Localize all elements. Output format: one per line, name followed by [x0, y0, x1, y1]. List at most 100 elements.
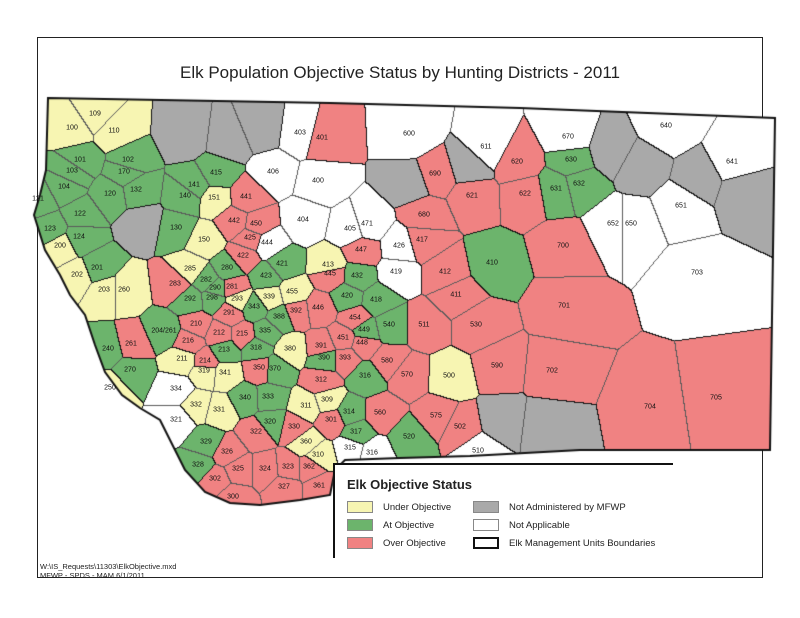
district-label-393: 393 [339, 354, 351, 362]
district-label-312: 312 [315, 376, 327, 384]
district-label-361: 361 [313, 482, 325, 490]
district-label-680: 680 [418, 211, 430, 219]
district-label-151: 151 [208, 194, 220, 202]
district-label-141: 141 [188, 181, 200, 189]
district-label-200: 200 [54, 242, 66, 250]
district-label-331: 331 [213, 406, 225, 414]
district-label-343: 343 [248, 303, 260, 311]
district-label-690: 690 [429, 170, 441, 178]
district-label-316: 316 [359, 372, 371, 380]
legend-item-over: Over Objective [347, 537, 446, 549]
district-label-250: 250 [104, 384, 116, 392]
district-label-454: 454 [349, 314, 361, 322]
district-label-370: 370 [269, 365, 281, 373]
district-label-360: 360 [300, 438, 312, 446]
district-label-420: 420 [341, 292, 353, 300]
district-label-580: 580 [381, 357, 393, 365]
district-label-325: 325 [232, 465, 244, 473]
district-label-110: 110 [108, 127, 120, 135]
district-label-404: 404 [297, 216, 309, 224]
district-label-150: 150 [198, 236, 210, 244]
district-label-335: 335 [259, 327, 271, 335]
file-path: W:\IS_Requests\11303\ElkObjective.mxd [40, 562, 177, 571]
district-label-701: 701 [558, 302, 570, 310]
legend-item-boundary: Elk Management Units Boundaries [473, 537, 655, 549]
district-label-317: 317 [350, 428, 362, 436]
district-label-442: 442 [228, 217, 240, 225]
legend-label: Elk Management Units Boundaries [509, 537, 656, 549]
district-label-388: 388 [273, 313, 285, 321]
district-label-285: 285 [184, 265, 196, 273]
district-label-640: 640 [660, 122, 672, 130]
district-label-471: 471 [361, 220, 373, 228]
credit-line: MFWP - SPDS - MAM 6/1/2011 [40, 571, 145, 580]
district-label-390: 390 [318, 354, 330, 362]
district-label-406: 406 [267, 168, 279, 176]
district-label-326: 326 [221, 448, 233, 456]
district-label-283: 283 [169, 280, 181, 288]
district-label-216: 216 [182, 337, 194, 345]
district-label-380: 380 [284, 345, 296, 353]
district-label-316: 316 [366, 449, 378, 457]
district-label-329: 329 [200, 438, 212, 446]
district-label-411: 411 [450, 291, 462, 299]
district-label-421: 421 [276, 260, 288, 268]
legend-swatch-over [347, 537, 373, 549]
district-label-280: 280 [221, 264, 233, 272]
district-label-121: 121 [32, 195, 44, 203]
district-label-103: 103 [66, 167, 78, 175]
district-label-291: 291 [223, 309, 235, 317]
legend-swatch-na-mfwp [473, 501, 499, 513]
district-label-520: 520 [403, 433, 415, 441]
district-label-631: 631 [550, 185, 562, 193]
district-label-403: 403 [294, 129, 306, 137]
district-label-298: 298 [206, 294, 218, 302]
district-label-290: 290 [209, 284, 221, 292]
legend-label: Under Objective [383, 501, 452, 513]
legend-swatch-under [347, 501, 373, 513]
district-label-123: 123 [44, 225, 56, 233]
district-label-311: 311 [300, 402, 312, 410]
district-label-401: 401 [316, 134, 328, 142]
legend-item-at: At Objective [347, 519, 434, 531]
district-label-418: 418 [370, 296, 382, 304]
district-label-130: 130 [170, 224, 182, 232]
district-label-432: 432 [351, 272, 363, 280]
district-label-410: 410 [486, 259, 498, 267]
district-label-704: 704 [644, 403, 656, 411]
legend-label: Not Administered by MFWP [509, 501, 626, 513]
district-label-650: 650 [625, 220, 637, 228]
map-title: Elk Population Objective Status by Hunti… [179, 63, 620, 82]
district-label-324: 324 [259, 465, 271, 473]
district-label-309: 309 [321, 396, 333, 404]
district-label-620: 620 [511, 158, 523, 166]
district-label-202: 202 [71, 271, 83, 279]
district-label-293: 293 [231, 295, 243, 303]
district-label-201: 201 [91, 264, 103, 272]
district-label-261: 261 [125, 340, 137, 348]
district-label-124: 124 [73, 233, 85, 241]
district-label-632: 632 [573, 180, 585, 188]
district-label-511: 511 [418, 321, 430, 329]
district-label-362: 362 [303, 463, 315, 471]
footer: W:\IS_Requests\11303\ElkObjective.mxd MF… [40, 562, 176, 580]
district-label-417: 417 [416, 236, 428, 244]
district-label-391: 391 [315, 342, 327, 350]
district-label-282: 282 [200, 276, 212, 284]
district-label-122: 122 [74, 210, 86, 218]
district-label-170: 170 [118, 168, 130, 176]
legend-item-not-applicable: Not Applicable [473, 519, 570, 531]
district-label-132: 132 [130, 186, 142, 194]
district-label-630: 630 [565, 156, 577, 164]
district-label-702: 702 [546, 367, 558, 375]
district-label-670: 670 [562, 133, 574, 141]
district-label-102: 102 [122, 156, 134, 164]
district-label-214: 214 [199, 357, 211, 365]
district-label-540: 540 [383, 321, 395, 329]
district-label-332: 332 [190, 401, 202, 409]
district-label-203: 203 [98, 286, 110, 294]
district-label-270: 270 [124, 366, 136, 374]
district-label-446: 446 [312, 304, 324, 312]
district-labels: 100 109 110 101 102 103 104 170 121 120 132 122 123 1… [0, 90, 800, 510]
district-label-441: 441 [240, 193, 252, 201]
